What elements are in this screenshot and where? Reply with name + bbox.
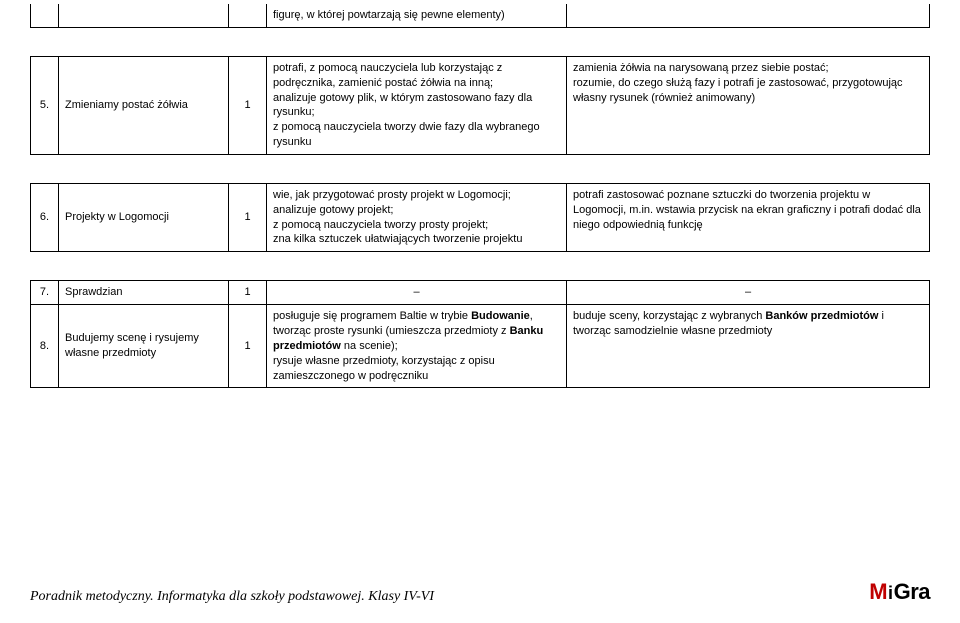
cell-basic: wie, jak przygotować prosty projekt w Lo…	[267, 183, 567, 251]
cell-topic: Projekty w Logomocji	[59, 183, 229, 251]
logo-letter: G	[894, 579, 911, 605]
table-row: figurę, w której powtarzają się pewne el…	[31, 4, 930, 27]
curriculum-table: 5. Zmieniamy postać żółwia 1 potrafi, z …	[30, 56, 930, 155]
footer-text: Poradnik metodyczny. Informatyka dla szk…	[30, 589, 434, 605]
cell-basic: potrafi, z pomocą nauczyciela lub korzys…	[267, 56, 567, 154]
cell-hours: 1	[229, 281, 267, 305]
cell-basic: –	[267, 281, 567, 305]
logo-letter: a	[918, 579, 930, 605]
curriculum-table: 6. Projekty w Logomocji 1 wie, jak przyg…	[30, 183, 930, 252]
cell-extended: buduje sceny, korzystając z wybranych Ba…	[567, 305, 930, 388]
cell-basic: posługuje się programem Baltie w trybie …	[267, 305, 567, 388]
cell-basic: figurę, w której powtarzają się pewne el…	[267, 4, 567, 27]
table-row: 8. Budujemy scenę i rysujemy własne prze…	[31, 305, 930, 388]
cell-number: 6.	[31, 183, 59, 251]
cell-topic: Zmieniamy postać żółwia	[59, 56, 229, 154]
table-row: 6. Projekty w Logomocji 1 wie, jak przyg…	[31, 183, 930, 251]
migra-logo: MiGra	[869, 579, 930, 605]
cell-hours: 1	[229, 305, 267, 388]
curriculum-table-stub: figurę, w której powtarzają się pewne el…	[30, 4, 930, 28]
cell-extended: –	[567, 281, 930, 305]
page-footer: Poradnik metodyczny. Informatyka dla szk…	[30, 579, 930, 605]
cell-number: 5.	[31, 56, 59, 154]
logo-letter: i	[888, 583, 893, 604]
cell-number: 7.	[31, 281, 59, 305]
cell-extended: potrafi zastosować poznane sztuczki do t…	[567, 183, 930, 251]
page-content: figurę, w której powtarzają się pewne el…	[0, 0, 960, 388]
table-row: 5. Zmieniamy postać żółwia 1 potrafi, z …	[31, 56, 930, 154]
cell-hours: 1	[229, 56, 267, 154]
cell-hours: 1	[229, 183, 267, 251]
cell-topic: Sprawdzian	[59, 281, 229, 305]
cell-number: 8.	[31, 305, 59, 388]
logo-letter: r	[910, 579, 918, 605]
logo-letter: M	[869, 579, 887, 605]
cell-topic: Budujemy scenę i rysujemy własne przedmi…	[59, 305, 229, 388]
curriculum-table: 7. Sprawdzian 1 – – 8. Budujemy scenę i …	[30, 280, 930, 388]
cell-extended: zamienia żółwia na narysowaną przez sieb…	[567, 56, 930, 154]
table-row: 7. Sprawdzian 1 – –	[31, 281, 930, 305]
